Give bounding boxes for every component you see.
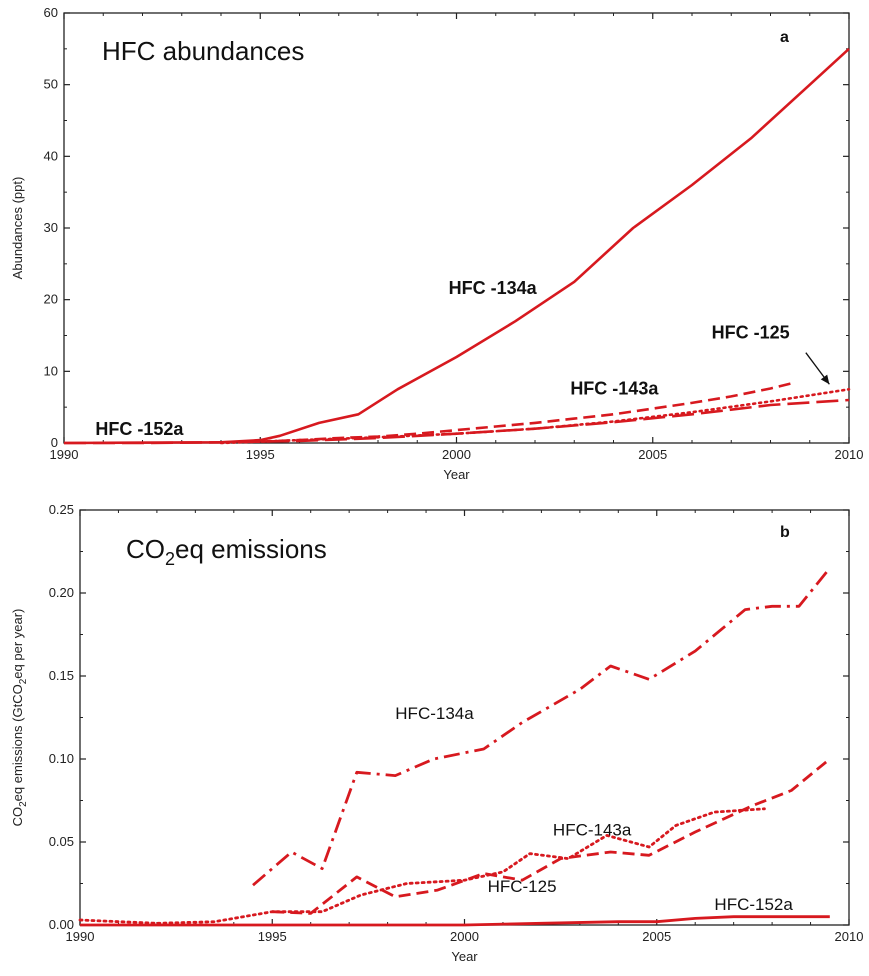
y-tick-label-a: 60 xyxy=(44,5,58,20)
y-tick-label-a: 30 xyxy=(44,220,58,235)
annotation-hfc-143a-b: HFC-143a xyxy=(553,820,632,839)
annotation-hfc-134a-a: HFC -134a xyxy=(449,278,538,298)
x-axis-title-a: Year xyxy=(443,467,470,482)
annotation-hfc-152a-b: HFC-152a xyxy=(714,895,793,914)
y-tick-label-a: 20 xyxy=(44,292,58,307)
series-line-hfc-143a-b xyxy=(272,757,831,915)
y-tick-label-a: 40 xyxy=(44,148,58,163)
y-tick-label-b: 0.20 xyxy=(49,585,74,600)
x-tick-label-b: 1995 xyxy=(258,929,287,944)
x-tick-label-b: 1990 xyxy=(66,929,95,944)
series-line-hfc-125-b xyxy=(78,807,766,925)
y-tick-label-a: 50 xyxy=(44,77,58,92)
annotation-hfc-125-b: HFC-125 xyxy=(488,877,557,896)
x-tick-label-a: 2010 xyxy=(835,447,864,462)
x-tick-label-b: 2005 xyxy=(642,929,671,944)
annotation-hfc-143a-a: HFC -143a xyxy=(570,378,659,398)
x-tick-label-b: 2000 xyxy=(450,929,479,944)
plot-frame-a xyxy=(63,12,850,444)
y-tick-label-b: 0.10 xyxy=(49,751,74,766)
y-tick-label-b: 0.25 xyxy=(49,502,74,517)
y-tick-label-b: 0.15 xyxy=(49,668,74,683)
series-line-hfc-125-a xyxy=(219,387,851,445)
panel-title-b: CO2eq emissions xyxy=(126,534,327,569)
annotation-hfc-134a-b: HFC-134a xyxy=(395,704,474,723)
x-tick-label-a: 1995 xyxy=(246,447,275,462)
x-tick-label-a: 2000 xyxy=(442,447,471,462)
y-axis-title-b: CO2eq emissions (GtCO2eq per year) xyxy=(10,609,29,827)
annotation-hfc-125-a: HFC -125 xyxy=(712,322,790,342)
y-axis-title-a: Abundances (ppt) xyxy=(10,177,25,280)
annotation-arrow-head xyxy=(820,374,830,385)
x-tick-label-a: 1990 xyxy=(50,447,79,462)
panel-letter-b: b xyxy=(780,524,790,541)
panel-a-abundances: 0 10 20 30 40 50 60 1990 1995 2000 2005 2010 Year Abu… xyxy=(10,5,863,482)
panel-b-emissions: 0.00 0.05 0.10 0.15 0.20 0.25 1990 1995 2000 2005… xyxy=(10,502,863,964)
y-tick-label-a: 10 xyxy=(44,363,58,378)
series-line-hfc-152a-a xyxy=(64,398,850,445)
y-tick-label-b: 0.05 xyxy=(49,834,74,849)
series-line-hfc-134a-b xyxy=(252,567,831,887)
x-axis-title-b: Year xyxy=(451,949,478,964)
series-line-hfc-152a-b xyxy=(80,915,830,927)
panel-title-a: HFC abundances xyxy=(102,36,304,66)
panel-letter-a: a xyxy=(780,29,789,46)
x-tick-label-b: 2010 xyxy=(835,929,864,944)
annotation-hfc-152a-a: HFC -152a xyxy=(95,419,184,439)
series-line-hfc-134a-a xyxy=(63,47,850,445)
y-tick-label-a: 0 xyxy=(51,435,58,450)
x-tick-label-a: 2005 xyxy=(638,447,667,462)
y-tick-label-b: 0.00 xyxy=(49,917,74,932)
